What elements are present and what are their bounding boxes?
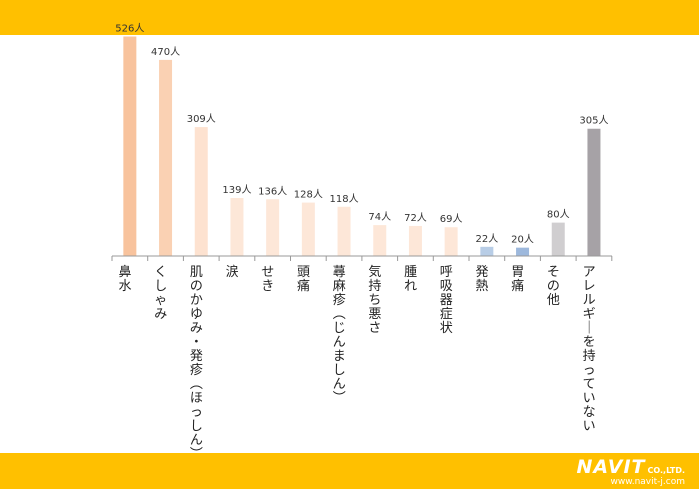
value-label: 526人 [115,23,144,35]
logo-url: www.navit-j.com [610,477,685,487]
bar [516,247,530,256]
logo-company-suffix: CO.,LTD. [647,466,685,475]
value-label: 309人 [187,113,216,125]
value-label: 80人 [547,209,570,221]
value-label: 470人 [151,46,180,58]
category-label: 鼻水 [118,264,131,294]
category-label: 気持ち悪さ [368,264,381,336]
bar [337,206,351,256]
x-axis-ticks [111,256,613,261]
value-label: 128人 [294,189,323,201]
value-label: 305人 [579,115,608,127]
value-label: 139人 [222,184,251,196]
bars-group [123,36,601,257]
bar [266,199,280,256]
navit-logo: NAVIT CO.,LTD. www.navit-j.com [565,457,685,487]
category-label: 蕁麻疹︵じんましん︶ [333,265,346,406]
value-label: 118人 [330,193,359,205]
bar [159,59,173,257]
bottom-banner [0,453,699,489]
bar [301,202,315,256]
bar [123,36,137,256]
category-label: アレルギ｜を持っていない [583,265,596,434]
bar [444,227,458,256]
value-label: 22人 [475,233,498,245]
category-label: 胃痛 [511,265,524,294]
category-label: せき [261,265,274,294]
bar [194,127,208,256]
value-label: 69人 [440,213,463,225]
value-labels-group: 526人 470人 309人 139人 136人 128人 118人 74人 72人 69人 22人… [115,23,608,246]
value-label: 20人 [511,234,534,246]
top-banner [0,0,699,35]
category-label: 涙 [226,264,239,280]
category-label: 頭痛 [297,265,310,294]
bar [408,225,422,256]
value-label: 136人 [258,185,287,197]
value-label: 72人 [404,212,427,224]
logo-text: NAVIT [576,456,646,478]
bar [587,128,601,256]
category-label: 発熱 [475,265,488,294]
bar [373,225,387,256]
value-label: 74人 [368,211,391,223]
category-label: その他 [547,265,560,308]
bar [230,198,244,256]
category-label: 腫れ [404,264,417,294]
category-label: くしゃみ [154,265,167,322]
bar [551,222,565,256]
category-label: 呼吸器症状 [440,265,453,336]
category-label: 肌のかゆみ・発疹︵ほっしん︶ [190,265,203,453]
bar [480,246,494,256]
bar-chart: 526人 470人 309人 139人 136人 128人 118人 74人 72人 69人 22人… [111,23,613,453]
